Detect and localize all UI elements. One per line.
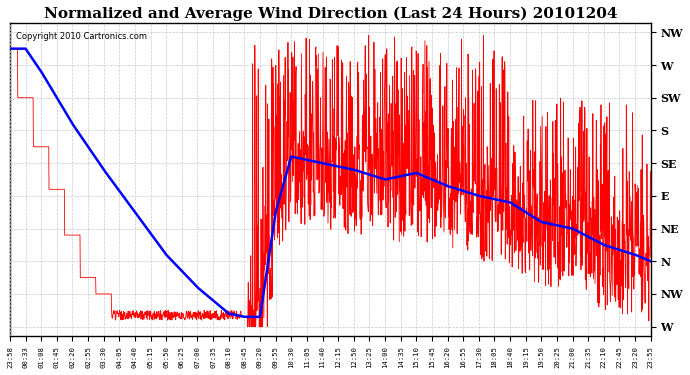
Text: Copyright 2010 Cartronics.com: Copyright 2010 Cartronics.com [17,32,148,41]
Title: Normalized and Average Wind Direction (Last 24 Hours) 20101204: Normalized and Average Wind Direction (L… [43,7,617,21]
